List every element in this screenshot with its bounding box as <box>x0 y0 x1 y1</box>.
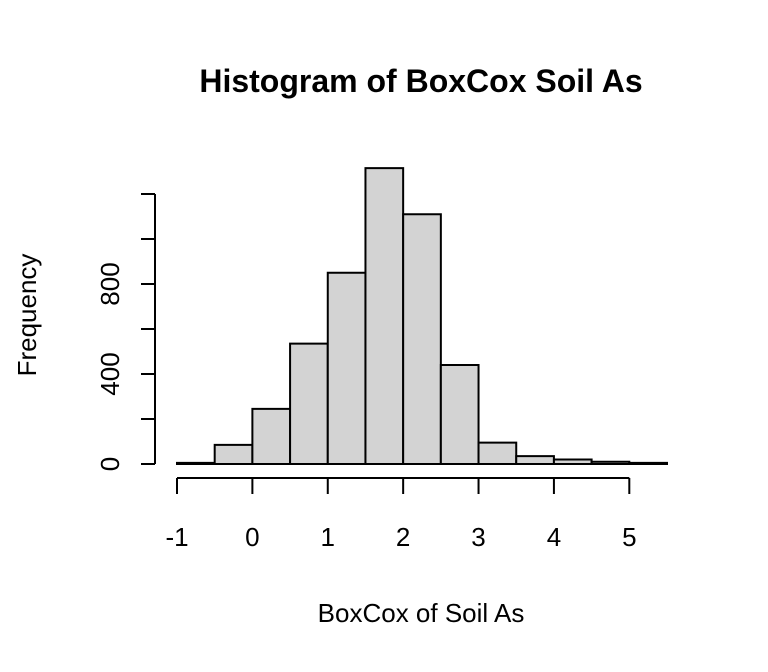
x-tick-label: 3 <box>471 522 485 552</box>
x-tick-label: 4 <box>547 522 561 552</box>
bars-group <box>176 167 668 465</box>
x-axis-label: BoxCox of Soil As <box>318 598 525 628</box>
histogram-bar <box>477 441 518 465</box>
y-tick-label: 800 <box>95 262 125 305</box>
histogram-bar <box>251 407 292 465</box>
y-axis-label: Frequency <box>12 254 42 377</box>
x-tick-label: -1 <box>165 522 188 552</box>
y-tick-label: 0 <box>95 457 125 471</box>
histogram-bar <box>590 460 631 465</box>
x-tick-label: 1 <box>321 522 335 552</box>
histogram-bar <box>326 271 367 465</box>
histogram-bar <box>552 458 593 465</box>
y-tick-label: 400 <box>95 352 125 395</box>
x-axis: -1 0 1 2 3 4 5 <box>165 477 637 552</box>
x-tick-label: 2 <box>396 522 410 552</box>
histogram-bar <box>176 461 216 465</box>
y-axis: 0 400 800 <box>95 193 156 471</box>
x-tick-label: 5 <box>622 522 636 552</box>
histogram-bar <box>439 364 480 465</box>
histogram-bar <box>213 443 254 465</box>
histogram-bar <box>515 455 555 465</box>
histogram-bar <box>364 167 405 465</box>
histogram-bar <box>628 461 668 465</box>
histogram-bar <box>402 213 442 465</box>
chart-title: Histogram of BoxCox Soil As <box>199 63 642 99</box>
histogram-bar <box>289 342 329 465</box>
x-tick-label: 0 <box>245 522 259 552</box>
